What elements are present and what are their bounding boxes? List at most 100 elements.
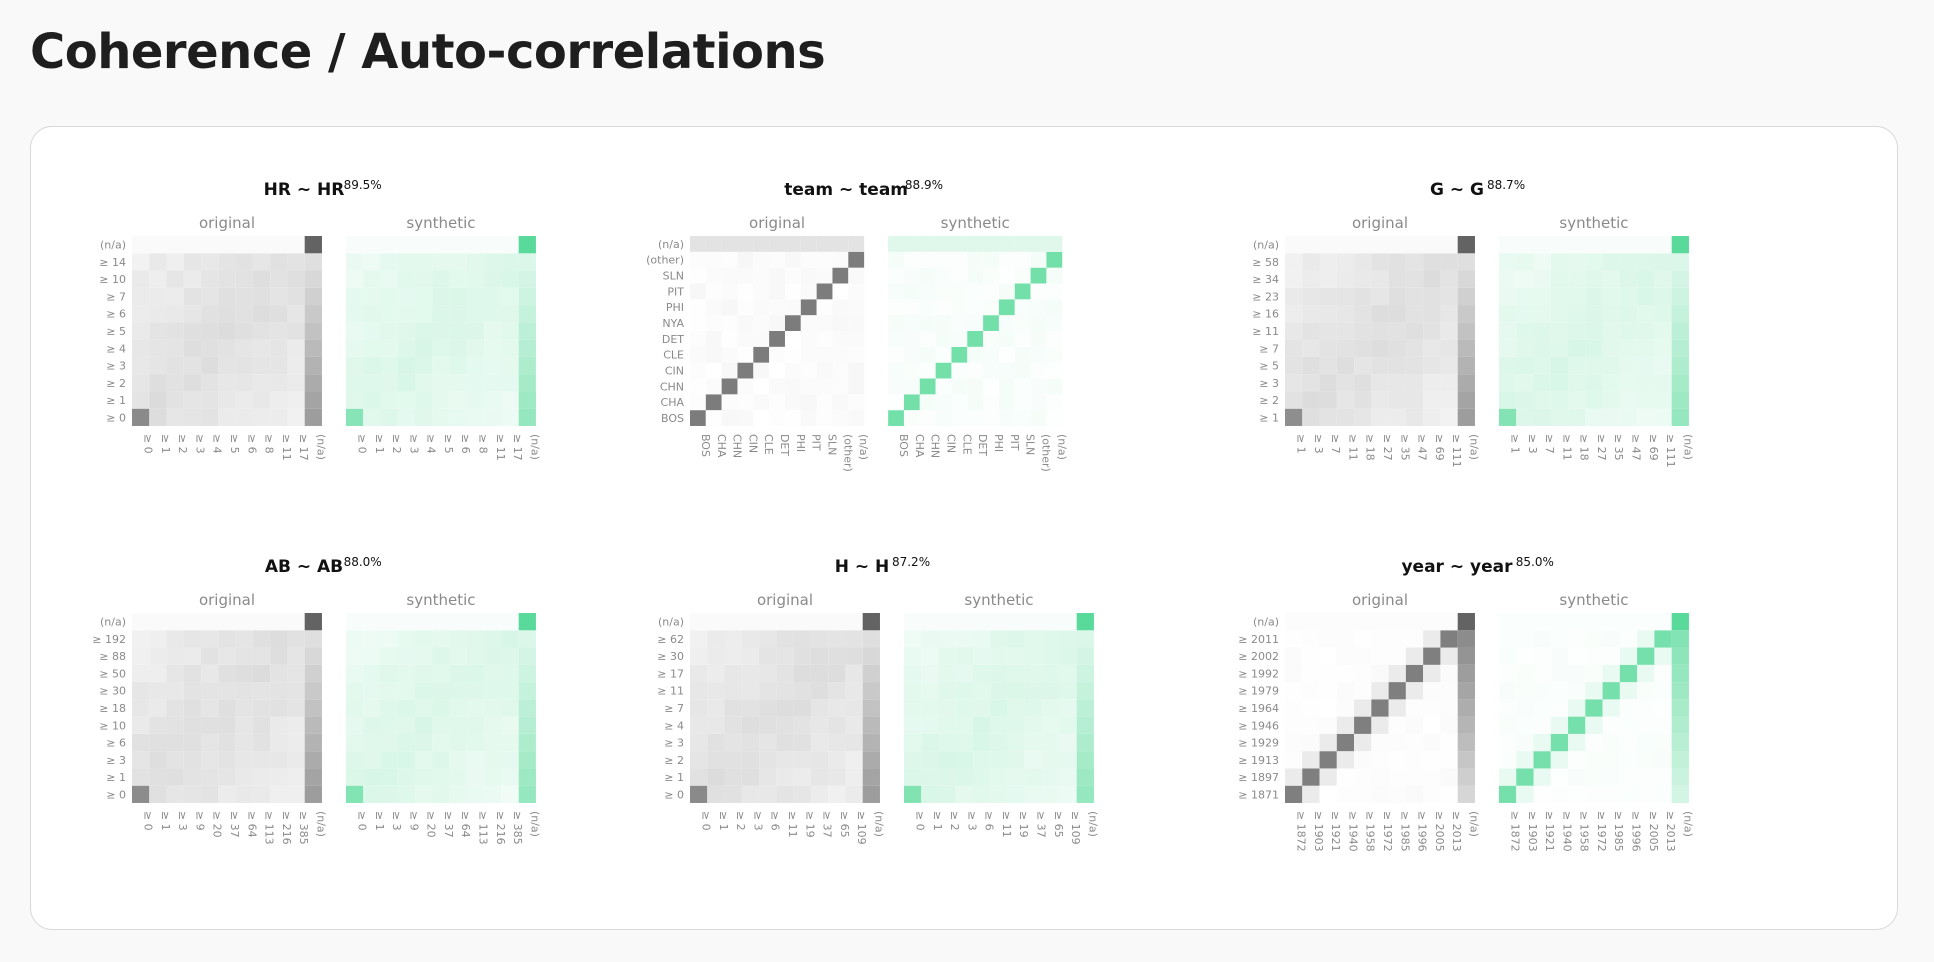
heatmap-cell xyxy=(1619,356,1638,375)
heatmap-cell xyxy=(690,768,708,786)
heatmap-cell xyxy=(1319,356,1337,375)
heatmap-cell xyxy=(848,251,865,268)
x-tick-label: ≥ 1921 xyxy=(1543,811,1556,852)
heatmap-cell xyxy=(848,315,865,331)
heatmap-cell xyxy=(784,299,801,316)
heatmap-cell xyxy=(741,664,760,683)
heatmap-cell xyxy=(1405,630,1424,648)
heatmap-cell xyxy=(1007,699,1025,717)
heatmap-cell xyxy=(270,391,288,409)
heatmap-cell xyxy=(998,362,1015,379)
heatmap-cell xyxy=(166,408,184,426)
heatmap-cell xyxy=(1550,613,1569,631)
heatmap-cell xyxy=(1371,682,1389,700)
heatmap-cell xyxy=(1585,339,1603,357)
heatmap-cell xyxy=(518,339,536,357)
heatmap-cell xyxy=(903,630,922,648)
heatmap-cell xyxy=(888,330,904,347)
y-tick-label: ≥ 1929 xyxy=(1238,737,1279,750)
y-tick-label: ≥ 10 xyxy=(99,273,126,286)
heatmap-cell xyxy=(921,682,939,700)
heatmap-cell xyxy=(218,768,236,786)
heatmap-cell xyxy=(380,391,398,409)
heatmap-cell xyxy=(810,682,829,700)
heatmap-cell xyxy=(235,613,253,631)
heatmap-cell xyxy=(149,768,167,786)
heatmap-cell xyxy=(1440,374,1458,392)
heatmap-cell xyxy=(432,682,450,700)
chart-score: 89.5% xyxy=(344,178,382,192)
heatmap-cell xyxy=(1585,356,1603,375)
heatmap-cell xyxy=(1336,287,1355,306)
heatmap-cell xyxy=(1619,305,1638,323)
heatmap-cell xyxy=(951,267,968,284)
heatmap-cell xyxy=(1371,785,1389,803)
heatmap-cell xyxy=(1602,664,1620,683)
heatmap-cell xyxy=(1457,733,1475,752)
heatmap-cell xyxy=(1637,236,1655,254)
heatmap-cell xyxy=(149,270,167,288)
heatmap-cell xyxy=(1498,751,1517,769)
heatmap-cell xyxy=(753,394,770,411)
heatmap-cell xyxy=(721,267,738,284)
heatmap-cell xyxy=(1285,733,1303,752)
heatmap-cell xyxy=(998,267,1015,284)
heatmap-cell xyxy=(1302,305,1320,323)
heatmap-cell xyxy=(380,236,398,254)
heatmap-cell xyxy=(397,613,416,631)
heatmap-cell xyxy=(1533,716,1551,734)
heatmap-cell xyxy=(466,339,485,357)
heatmap-cell xyxy=(1336,339,1355,357)
heatmap-cell xyxy=(1423,391,1441,409)
heatmap-cell xyxy=(397,270,416,288)
heatmap-cell xyxy=(183,408,202,426)
x-tick-label: ≥ 1972 xyxy=(1595,811,1608,852)
x-tick-label: ≥ 2 xyxy=(390,434,403,454)
heatmap-cell xyxy=(363,374,381,392)
heatmap-cell xyxy=(990,751,1008,769)
heatmap-cell xyxy=(1319,613,1337,631)
heatmap-cell xyxy=(793,630,811,648)
x-tick-label: ≥ 37 xyxy=(821,811,834,838)
heatmap-cell xyxy=(784,410,801,426)
heatmap-cell xyxy=(1285,785,1303,803)
heatmap-cell xyxy=(753,299,770,316)
heatmap-cell xyxy=(1568,305,1586,323)
heatmap-cell xyxy=(1637,391,1655,409)
heatmap-cell xyxy=(955,785,974,803)
heatmap-cell xyxy=(1405,733,1424,752)
heatmap-cell xyxy=(287,751,305,769)
heatmap-cell xyxy=(1042,751,1060,769)
heatmap-cell xyxy=(810,613,829,631)
heatmap-cell xyxy=(1076,716,1094,734)
heatmap-cell xyxy=(721,283,738,300)
heatmap-cell xyxy=(1007,613,1025,631)
chart-score: 88.9% xyxy=(905,178,943,192)
y-tick-label: ≥ 7 xyxy=(1259,342,1279,355)
heatmap-cell xyxy=(690,410,706,426)
heatmap-cell xyxy=(935,236,952,252)
heatmap-cell xyxy=(1371,768,1389,786)
heatmap-cell xyxy=(707,664,725,683)
heatmap-cell xyxy=(753,378,770,395)
heatmap-cell xyxy=(1336,768,1355,786)
heatmap-cell xyxy=(1076,682,1094,700)
heatmap-cell xyxy=(690,647,708,665)
heatmap-cell xyxy=(903,394,920,411)
heatmap-cell xyxy=(705,330,722,347)
heatmap-cell xyxy=(753,330,770,347)
heatmap-cell xyxy=(753,362,770,379)
chart-title: team ~ team xyxy=(784,180,908,200)
heatmap-cell xyxy=(903,251,920,268)
heatmap-cell xyxy=(1030,362,1047,379)
heatmap-cell xyxy=(990,733,1008,752)
x-tick-label: ≥ 20 xyxy=(425,811,438,838)
heatmap-cell xyxy=(1319,408,1337,426)
heatmap-cell xyxy=(1637,664,1655,683)
heatmap-cell xyxy=(466,699,485,717)
heatmap-cell xyxy=(1388,356,1406,375)
heatmap-cell xyxy=(737,410,754,426)
heatmap-cell xyxy=(1319,374,1337,392)
heatmap-cell xyxy=(1440,733,1458,752)
heatmap-cell xyxy=(705,362,722,379)
